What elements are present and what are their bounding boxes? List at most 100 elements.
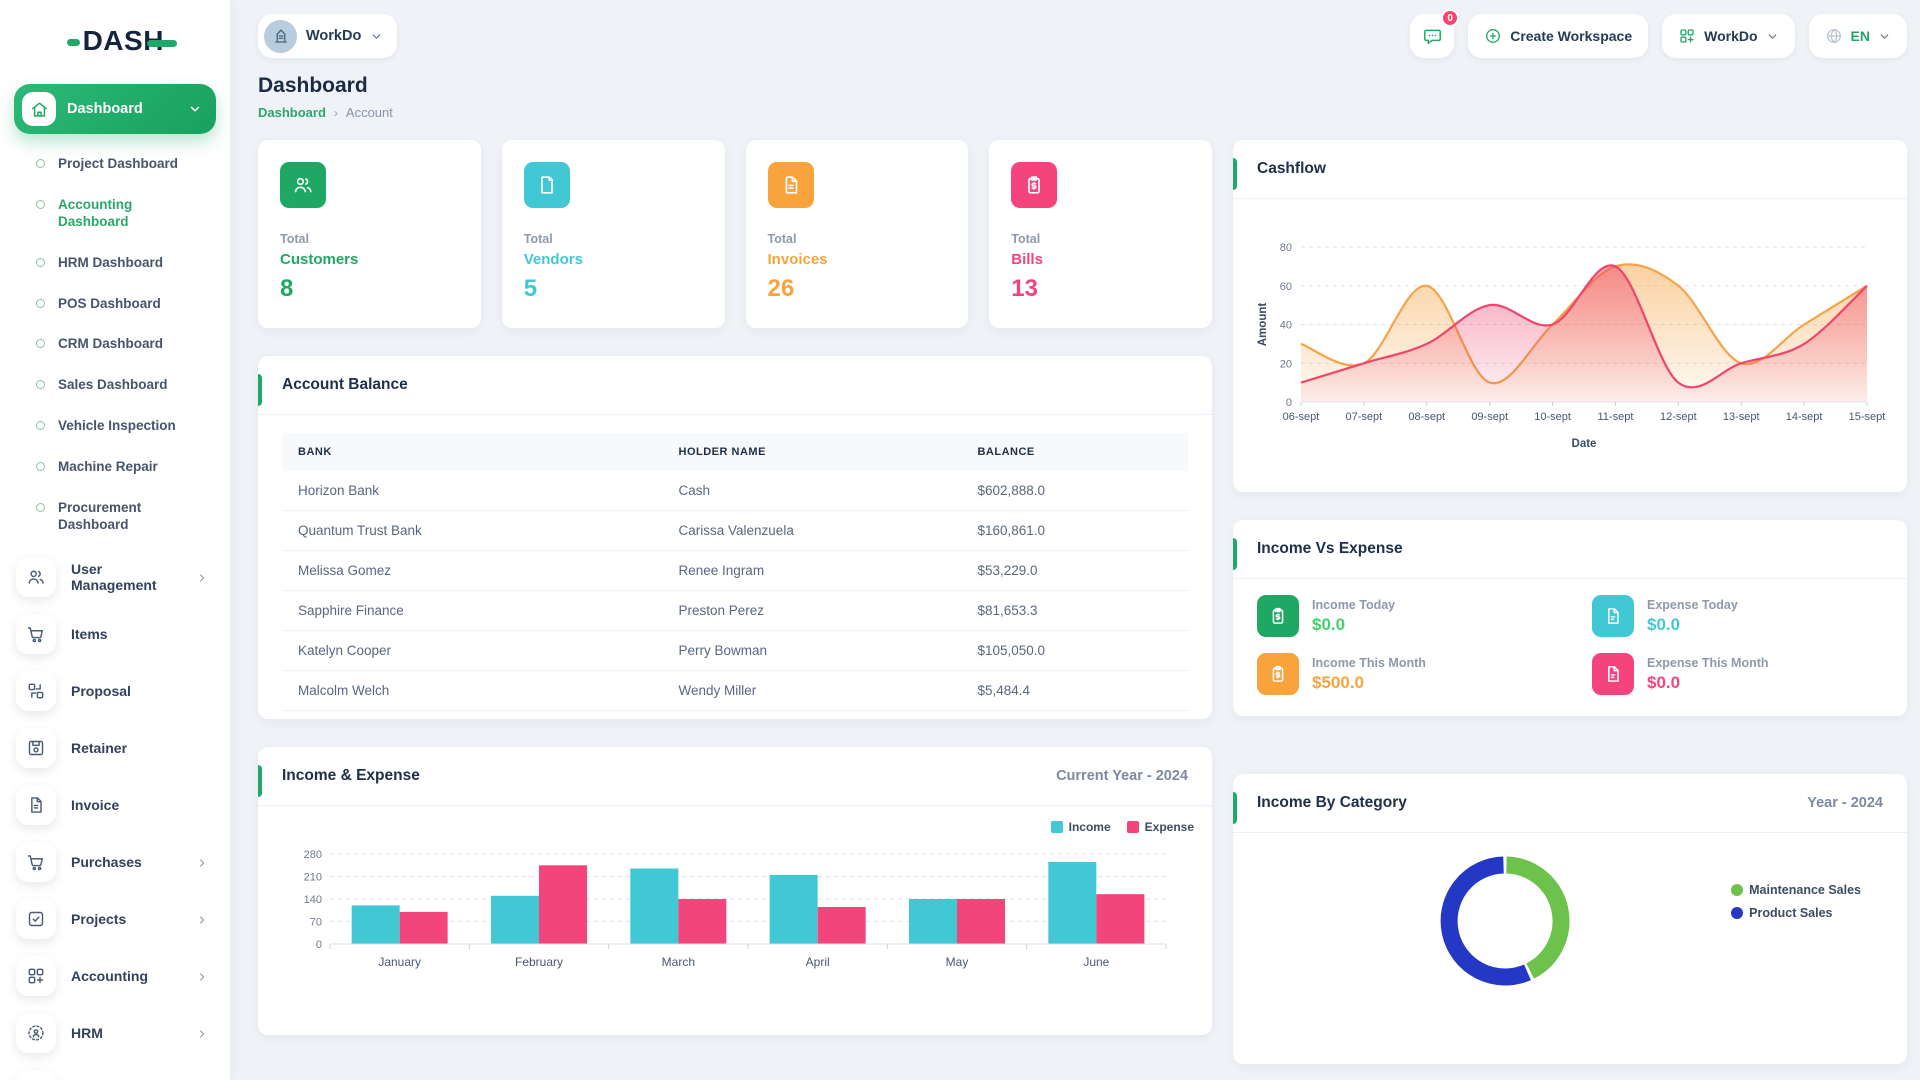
sidebar-subitem-accounting-dashboard[interactable]: Accounting Dashboard [14, 185, 216, 243]
svg-text:40: 40 [1280, 320, 1292, 332]
svg-text:Date: Date [1572, 438, 1597, 450]
ivse-item-expense-today: Expense Today $0.0 [1592, 595, 1883, 637]
ivse-value: $0.0 [1647, 672, 1681, 692]
plus-circle-icon [1484, 27, 1502, 45]
workspace-selector[interactable]: WorkDo [258, 14, 398, 58]
sidebar-subitem-label: HRM Dashboard [58, 254, 164, 270]
sidebar-item-retainer[interactable]: Retainer [14, 723, 216, 773]
breadcrumb-current: Account [345, 105, 393, 120]
logo-text: DAS [82, 25, 144, 56]
stat-card-invoices[interactable]: Total Invoices 26 [745, 140, 969, 328]
table-row: Katelyn Cooper Perry Bowman $105,050.0 [282, 630, 1188, 671]
income-expense-period: Current Year - 2024 [1056, 768, 1188, 784]
ivse-value: $0.0 [1312, 614, 1346, 634]
table-cell: Cash [662, 471, 962, 511]
sidebar-subitem-hrm-dashboard[interactable]: HRM Dashboard [14, 243, 216, 284]
sidebar-item-label: Purchases [71, 853, 142, 870]
logo-bar-shape [147, 40, 178, 47]
cart-chart-icon [16, 1069, 56, 1080]
sidebar-subitem-project-dashboard[interactable]: Project Dashboard [14, 144, 216, 185]
table-row: Malcolm Welch Wendy Miller $5,484.4 [282, 670, 1188, 711]
svg-text:May: May [946, 955, 969, 969]
sidebar-item-projects[interactable]: Projects [14, 894, 216, 944]
clipboard-dollar-icon [1257, 595, 1299, 637]
stat-label: Vendors [523, 251, 583, 268]
svg-text:280: 280 [304, 849, 322, 861]
table-row: Horizon Bank Cash $602,888.0 [282, 471, 1188, 511]
card-accent-bar [258, 765, 262, 797]
sidebar-item-dashboard[interactable]: Dashboard [14, 84, 216, 134]
legend-swatch [1731, 884, 1744, 896]
sidebar-item-invoice[interactable]: Invoice [14, 780, 216, 830]
sidebar-item-label: Retainer [71, 739, 128, 756]
clipboard-dollar-icon [1257, 653, 1299, 695]
home-icon [22, 92, 56, 126]
stat-card-customers[interactable]: Total Customers 8 [258, 140, 481, 328]
sidebar-item-accounting[interactable]: Accounting [14, 951, 216, 1001]
swap-icon [16, 670, 56, 711]
income-by-category-title: Income By Category [1257, 794, 1407, 811]
chat-icon [1422, 26, 1443, 47]
stat-card-bills[interactable]: Total Bills 13 [989, 140, 1212, 328]
stat-card-vendors[interactable]: Total Vendors 5 [501, 140, 725, 328]
language-label: EN [1850, 28, 1870, 44]
bullet-circle-icon [36, 502, 45, 512]
svg-text:60: 60 [1280, 281, 1292, 293]
svg-text:April: April [806, 955, 830, 969]
app-logo: DAS H [14, 20, 216, 62]
sidebar-item-purchases[interactable]: Purchases [14, 837, 216, 887]
sidebar-subitem-procurement-dashboard[interactable]: Procurement Dashboard [14, 488, 216, 546]
breadcrumb-dashboard-link[interactable]: Dashboard [258, 105, 326, 120]
account-balance-head: Account Balance [258, 356, 1212, 415]
messages-button[interactable]: 0 [1410, 9, 1460, 58]
logo-dash-shape [66, 39, 80, 46]
language-selector[interactable]: EN [1808, 14, 1907, 58]
card-accent-bar [1233, 158, 1237, 190]
income-expense-head: Income & Expense Current Year - 2024 [258, 747, 1212, 806]
svg-text:08-sept: 08-sept [1408, 411, 1445, 423]
table-row: Sapphire Finance Preston Perez $81,653.3 [282, 590, 1188, 631]
sidebar-item-items[interactable]: Items [14, 609, 216, 659]
hrm-icon [16, 1012, 56, 1053]
stat-label: Bills [1011, 251, 1043, 268]
table-cell: Malcolm Welch [282, 670, 663, 711]
ivse-label: Expense Today [1647, 597, 1738, 612]
table-cell: $602,888.0 [961, 471, 1188, 511]
svg-text:February: February [515, 955, 563, 969]
sidebar-subitem-machine-repair[interactable]: Machine Repair [14, 447, 216, 488]
legend-item-expense[interactable]: Expense [1126, 820, 1194, 834]
table-cell: $105,050.0 [961, 630, 1188, 671]
table-cell: Preston Perez [662, 590, 962, 631]
sidebar-subitem-crm-dashboard[interactable]: CRM Dashboard [14, 324, 216, 365]
sidebar-subitem-label: Accounting Dashboard [58, 196, 133, 229]
legend-item-maintenance-sales[interactable]: Maintenance Sales [1731, 883, 1861, 897]
svg-text:14-sept: 14-sept [1786, 411, 1823, 423]
table-cell: Quantum Trust Bank [282, 510, 663, 551]
table-column-header: BANK [282, 433, 663, 471]
workspace-switcher-button[interactable]: WorkDo [1662, 14, 1795, 58]
sidebar-item-user-management[interactable]: User Management [14, 552, 216, 602]
bullet-circle-icon [36, 462, 45, 471]
legend-item-income[interactable]: Income [1050, 820, 1111, 834]
sidebar-item-proposal[interactable]: Proposal [14, 666, 216, 716]
sidebar-item-label: Dashboard [67, 101, 143, 117]
sidebar-item-procurement[interactable]: Procurement [14, 1065, 216, 1080]
dashboard-subnav: Project Dashboard Accounting Dashboard HRM… [14, 144, 216, 546]
stat-label: Invoices [767, 251, 828, 268]
table-cell: Melissa Gomez [282, 550, 663, 591]
chevron-right-icon [196, 856, 208, 868]
create-workspace-button[interactable]: Create Workspace [1468, 14, 1649, 58]
svg-text:12-sept: 12-sept [1660, 411, 1697, 423]
sidebar-subitem-sales-dashboard[interactable]: Sales Dashboard [14, 365, 216, 406]
sidebar-item-label: User Management [71, 560, 157, 593]
legend-item-product-sales[interactable]: Product Sales [1731, 906, 1861, 920]
income-by-category-period: Year - 2024 [1807, 795, 1883, 811]
sidebar-subitem-pos-dashboard[interactable]: POS Dashboard [14, 284, 216, 325]
sidebar-subitem-vehicle-inspection[interactable]: Vehicle Inspection [14, 406, 216, 447]
stat-value: 26 [767, 275, 795, 302]
income-vs-expense-card: Income Vs Expense Income Today $0.0 Expens… [1233, 520, 1907, 716]
cart-icon [16, 841, 56, 882]
sidebar-item-hrm[interactable]: HRM [14, 1008, 216, 1058]
donut-legend: Maintenance Sales Product Sales [1731, 883, 1861, 920]
income-by-category-head: Income By Category Year - 2024 [1233, 774, 1907, 833]
